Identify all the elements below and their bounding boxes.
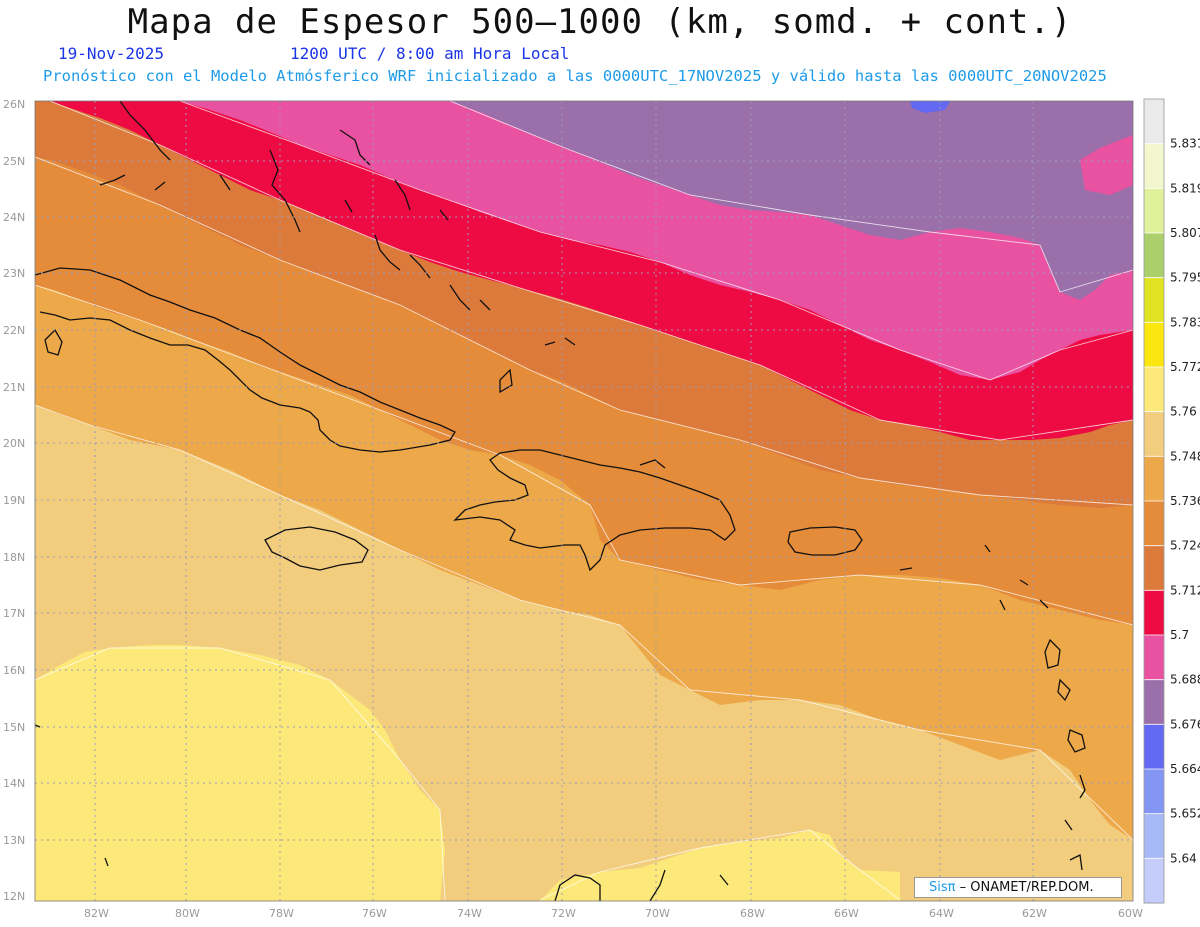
colorbar-label: 5.795 [1170,271,1200,285]
colorbar-swatch [1144,769,1164,815]
credit-org: – ONAMET/REP.DOM. [955,880,1094,895]
field-contours [35,101,1133,901]
model-subtitle: Pronóstico con el Modelo Atmósferico WRF… [43,67,1107,85]
colorbar-swatch [1144,813,1164,859]
field-5664 [910,101,950,113]
lon-label: 82W [84,907,109,920]
colorbar-swatch [1144,456,1164,502]
colorbar-label: 5.652 [1170,807,1200,821]
colorbar-swatch [1144,233,1164,279]
lat-label: 18N [3,551,25,564]
colorbar-swatch [1144,635,1164,681]
lon-label: 66W [834,907,859,920]
colorbar-swatch [1144,858,1164,904]
lat-label: 17N [3,607,25,620]
lat-label: 25N [3,155,25,168]
colorbar-swatch [1144,590,1164,636]
colorbar-swatch [1144,188,1164,234]
lat-label: 24N [3,211,25,224]
lon-label: 62W [1022,907,1047,920]
colorbar-label: 5.712 [1170,583,1200,597]
lon-label: 72W [551,907,576,920]
coastlines [35,101,1086,901]
colorbar-label: 5.736 [1170,494,1200,508]
forecast-date: 19-Nov-2025 [58,44,164,63]
colorbar-label: 5.7 [1170,628,1189,642]
colorbar-label: 5.748 [1170,449,1200,463]
lon-label: 74W [457,907,482,920]
lon-label: 76W [362,907,387,920]
field-5676 [450,101,1133,300]
colorbar-swatch [1144,322,1164,368]
lon-label: 78W [269,907,294,920]
colorbar-swatch [1144,724,1164,770]
forecast-time: 1200 UTC / 8:00 am Hora Local [290,44,570,63]
colorbar-label: 5.76 [1170,405,1197,419]
colorbar-swatch [1144,277,1164,323]
colorbar-label: 5.772 [1170,360,1200,374]
colorbar-label: 5.819 [1170,181,1200,195]
colorbar-label: 5.664 [1170,762,1200,776]
map-frame [34,100,1134,902]
lon-axis: 82W 80W 78W 76W 74W 72W 70W 68W 66W 64W … [84,907,1143,920]
colorbar-label: 5.724 [1170,539,1200,553]
thickness-fields [35,101,1133,901]
lat-label: 22N [3,324,25,337]
colorbar-swatch [1144,501,1164,547]
colorbar-swatch [1144,411,1164,457]
lat-label: 12N [3,890,25,903]
lon-label: 80W [175,907,200,920]
lat-label: 13N [3,834,25,847]
colorbar-swatch [1144,99,1164,145]
lat-axis: 26N 25N 24N 23N 22N 21N 20N 19N 18N 17N … [3,98,25,903]
colorbar-label: 5.831 [1170,137,1200,151]
colorbar-label: 5.64 [1170,851,1197,865]
lat-label: 15N [3,721,25,734]
colorbar-label: 5.676 [1170,717,1200,731]
field-5760-sw [35,645,445,901]
colorbar-swatch [1144,367,1164,413]
colorbar-label: 5.807 [1170,226,1200,240]
colorbar-swatch [1144,545,1164,591]
lat-label: 20N [3,437,25,450]
lon-label: 64W [929,907,954,920]
lat-label: 26N [3,98,25,111]
lon-label: 68W [740,907,765,920]
lat-label: 19N [3,494,25,507]
credit-box: Sisπ – ONAMET/REP.DOM. [914,877,1122,898]
colorbar-swatch [1144,143,1164,189]
lat-label: 14N [3,777,25,790]
map-title: Mapa de Espesor 500—1000 (km, somd. + co… [127,2,1073,42]
credit-brand: Sisπ [929,880,956,895]
field-5688-notch [1080,135,1133,195]
lat-label: 16N [3,664,25,677]
colorbar-label: 5.783 [1170,315,1200,329]
lon-label: 70W [645,907,670,920]
lat-label: 23N [3,267,25,280]
lat-label: 21N [3,381,25,394]
colorbar-label: 5.688 [1170,673,1200,687]
colorbar-frame [1143,98,1165,904]
colorbar-swatch [1144,679,1164,725]
colorbar: 5.831 5.819 5.807 5.795 5.783 5.772 5.76 5.748 5… [1143,98,1200,904]
lon-label: 60W [1118,907,1143,920]
field-5760-s [540,830,900,901]
